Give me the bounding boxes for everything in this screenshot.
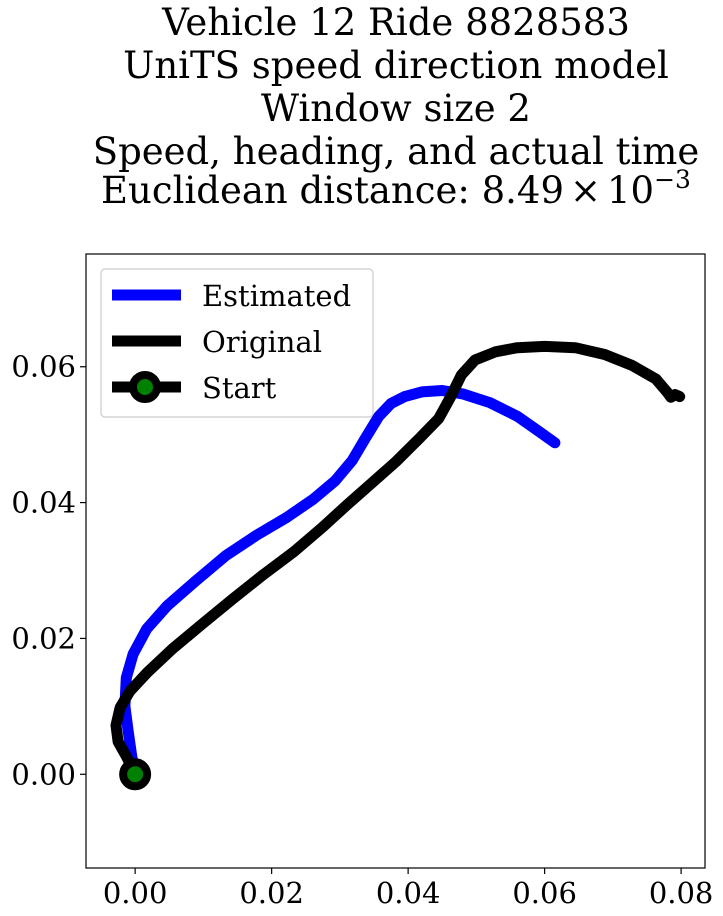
y-axis: 0.00 0.02 0.04 0.06 [11,350,86,791]
series-line-estimated [119,385,561,780]
plot-area [85,253,706,869]
legend: Estimated Original Start [100,268,374,418]
title-line-2: UniTS speed direction model [123,44,669,87]
x-tick-label: 0.04 [376,876,441,910]
title-distance-label: Euclidean distance: 8.49 [101,169,564,212]
title-line-3: Window size 2 [261,87,531,130]
title-distance-base: 10 [607,169,654,212]
y-tick-label: 0.02 [11,621,76,655]
x-tick-label: 0.08 [649,876,714,910]
series-line-original [110,340,686,780]
title-line-5: Euclidean distance: 8.49 × 10−3 [101,165,691,212]
title-distance-exp: −3 [654,165,691,194]
chart-title: Vehicle 12 Ride 8828583 UniTS speed dire… [93,1,700,212]
title-distance-mult: × [570,169,601,212]
start-marker [119,758,152,791]
legend-label-start: Start [202,371,277,405]
legend-swatch-start-marker [129,371,161,403]
legend-frame [100,268,374,418]
y-tick-label: 0.06 [11,350,76,384]
x-tick-label: 0.06 [512,876,577,910]
x-axis: 0.00 0.02 0.04 0.06 0.08 [103,868,714,910]
legend-label-original: Original [202,325,322,359]
marker-layer [119,758,152,791]
title-line-4: Speed, heading, and actual time [93,130,700,173]
y-tick-label: 0.00 [11,757,76,791]
plot-frame [85,253,706,869]
x-tick-label: 0.02 [239,876,304,910]
series-layer [110,340,686,780]
title-line-1: Vehicle 12 Ride 8828583 [161,1,630,44]
x-tick-label: 0.00 [103,876,168,910]
y-tick-label: 0.04 [11,486,76,520]
legend-label-estimated: Estimated [202,279,351,313]
